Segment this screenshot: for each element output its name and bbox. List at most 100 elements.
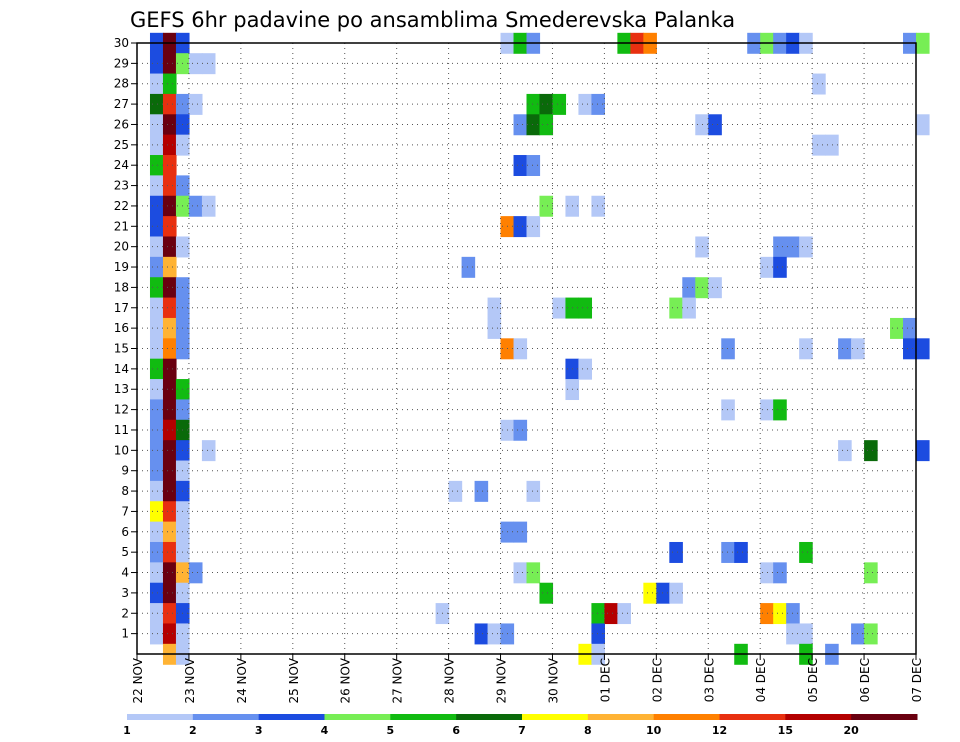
y-tick-label: 9 [121,464,129,478]
heatmap-cell [812,73,826,95]
heatmap-cell [149,623,164,645]
heatmap-cell [643,582,657,604]
heatmap-cell [162,277,177,299]
heatmap-cell [149,501,164,523]
heatmap-cell [162,114,177,136]
chart-title: GEFS 6hr padavine po ansamblima Smederev… [130,8,735,32]
heatmap-cell [149,216,164,238]
colorbar-swatch [587,714,655,720]
heatmap-cell [188,93,203,115]
y-tick-label: 5 [121,545,129,559]
heatmap-cell [162,603,177,625]
heatmap-cell [773,236,787,258]
heatmap-cell [188,562,203,584]
heatmap-cell [162,297,177,319]
heatmap-cell [162,256,177,278]
y-tick-label: 19 [114,260,129,274]
colorbar-swatch [258,714,325,720]
x-tick-label: 28 NOV [443,657,457,703]
x-tick-label: 26 NOV [339,657,353,703]
x-tick-label: 03 DEC [702,658,716,702]
heatmap-cell [162,73,177,95]
y-tick-label: 22 [114,199,129,213]
colorbar-swatch [127,714,194,720]
x-tick-label: 25 NOV [287,657,301,703]
heatmap-cell [162,440,177,462]
heatmap-cell [812,134,826,156]
heatmap-cell [513,419,528,441]
heatmap-cell [162,541,177,563]
heatmap-cell [162,236,177,258]
heatmap-cell [149,379,164,401]
heatmap-cell [825,134,839,156]
heatmap-cell [162,195,177,217]
x-tick-label: 27 NOV [391,657,405,703]
heatmap-cell [149,297,164,319]
heatmap-cell [773,562,787,584]
heatmap-cell [903,317,917,339]
y-tick-label: 6 [121,525,129,539]
heatmap-cell [799,338,813,360]
heatmap-cell [149,562,164,584]
heatmap-cell [513,155,528,176]
y-tick-label: 25 [114,138,129,152]
heatmap-cell [760,562,774,584]
x-tick-label: 04 DEC [754,658,768,702]
heatmap-cell [487,623,502,645]
heatmap-cell [708,114,722,136]
heatmap-cell [149,93,164,115]
heatmap-cell [201,195,216,217]
heatmap-cell [591,93,605,115]
heatmap-cell [513,114,528,136]
heatmap-cell [526,114,541,136]
heatmap-cell [474,480,489,502]
y-tick-label: 29 [114,56,129,70]
x-tick-label: 05 DEC [806,658,820,702]
heatmap-cell [149,114,164,136]
heatmap-cell [864,562,878,584]
heatmap-cell [864,623,878,645]
heatmap-cell [552,297,567,319]
heatmap-cell [162,521,177,543]
heatmap-cell [149,155,164,176]
heatmap-cell [539,93,554,115]
heatmap-cell [539,195,554,217]
heatmap-cell [149,460,164,482]
heatmap-cell [890,317,904,339]
colorbar-swatch [456,714,523,720]
heatmap-cell [669,541,683,563]
heatmap-cell [578,358,593,380]
heatmap-cell [864,440,878,462]
y-tick-label: 12 [114,403,129,417]
y-tick-label: 23 [114,179,129,193]
heatmap-cell [578,93,593,115]
colorbar-label: 4 [321,724,329,737]
x-tick-label: 24 NOV [235,657,249,703]
heatmap-cell [552,93,567,115]
heatmap-cell [149,358,164,380]
heatmap-cell [162,460,177,482]
y-tick-label: 2 [121,606,129,620]
heatmap-cell [162,480,177,502]
colorbar-label: 3 [255,724,263,737]
heatmap-cell [591,623,605,645]
heatmap-cell [656,582,670,604]
heatmap-cell [838,338,852,360]
colorbar-swatch [719,714,786,720]
colorbar-label: 10 [646,724,662,737]
y-tick-label: 28 [114,77,129,91]
heatmap-cell [799,236,813,258]
heatmap-cell [162,175,177,197]
x-tick-label: 06 DEC [858,658,872,702]
heatmap-cell [734,541,748,563]
colorbar-label: 7 [518,724,526,737]
y-tick-label: 24 [114,158,129,172]
colorbar: 1 2 3 4 5 6 7 8 10 12 15 20 [123,714,918,737]
colorbar-swatch [851,714,918,720]
y-tick-label: 8 [121,484,129,498]
heatmap-cell [149,256,164,278]
colorbar-swatch [522,714,589,720]
grid-lines [137,42,916,654]
heatmap-cell [149,53,164,75]
colorbar-label: 1 [123,724,131,737]
